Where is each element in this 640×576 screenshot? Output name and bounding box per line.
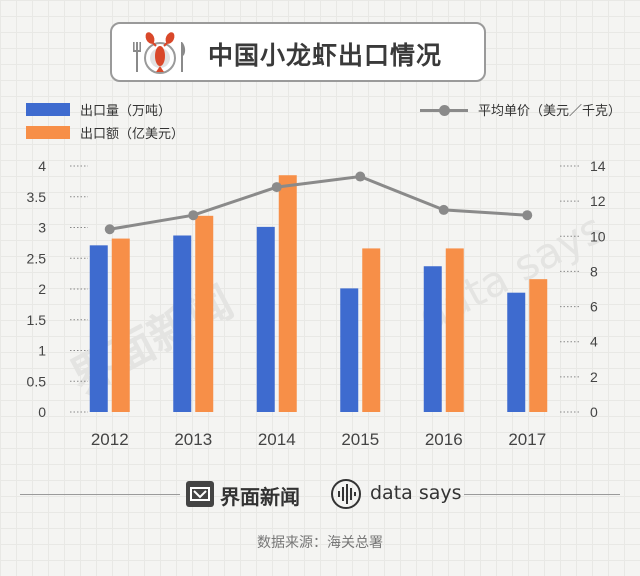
bar-value: [445, 248, 464, 412]
right-tick-label: 6: [590, 299, 598, 315]
bar-value: [362, 248, 381, 412]
x-axis-labels: 2012 2013 2014 2015 2016 2017: [91, 430, 546, 449]
legend-item-volume: 出口量（万吨）: [26, 100, 171, 119]
watermark-left: 界面新闻: [62, 277, 241, 405]
left-tick-label: 0: [38, 404, 46, 420]
left-tick-label: 1: [38, 343, 46, 359]
price-point: [355, 171, 366, 182]
right-tick-label: 14: [590, 158, 606, 174]
axis-right: 0 2 4 6 8 10 12 14: [560, 158, 606, 420]
footer-divider-left: [20, 494, 180, 495]
bar-volume: [340, 288, 359, 412]
bar-volume: [89, 245, 108, 412]
bar-volume: [256, 226, 275, 412]
footer-brand: 界面新闻: [220, 485, 300, 509]
price-line: [109, 175, 528, 231]
footer-datasays: data says: [370, 482, 462, 504]
x-tick-label: 2012: [91, 430, 129, 449]
bar-value: [278, 175, 297, 412]
axis-left: 0 0.5 1 1.5 2 2.5 3 3.5 4: [27, 158, 88, 420]
legend-item-value: 出口额（亿美元）: [26, 123, 184, 142]
x-tick-label: 2014: [258, 430, 296, 449]
left-tick-label: 0.5: [27, 373, 47, 389]
legend-swatch-value: [26, 126, 70, 139]
legend-item-price: 平均单价（美元／千克）: [420, 100, 621, 119]
bars-layer: [89, 175, 548, 412]
bar-value: [529, 279, 548, 412]
bar-volume: [507, 292, 526, 412]
right-tick-label: 0: [590, 404, 598, 420]
price-point: [104, 224, 115, 235]
left-tick-label: 4: [38, 158, 46, 174]
data-source: 数据来源：海关总署: [257, 535, 383, 551]
bar-volume: [173, 235, 192, 412]
legend-label-volume: 出口量（万吨）: [80, 104, 172, 119]
left-tick-label: 2: [38, 281, 46, 297]
bar-volume: [423, 266, 442, 412]
page-title: 中国小龙虾出口情况: [208, 41, 443, 70]
right-tick-label: 8: [590, 263, 598, 279]
crayfish-plate-icon: [133, 32, 186, 74]
right-tick-label: 10: [590, 228, 606, 244]
x-tick-label: 2016: [425, 430, 463, 449]
right-tick-label: 2: [590, 369, 598, 385]
title-box: 中国小龙虾出口情况: [110, 22, 486, 82]
jiemian-logo-icon: [186, 481, 214, 507]
right-tick-label: 12: [590, 193, 606, 209]
footer-divider-right: [464, 494, 620, 495]
watermark-layer: 界面新闻 data says: [62, 203, 611, 404]
right-tick-label: 4: [590, 334, 598, 350]
left-tick-label: 3.5: [27, 189, 47, 205]
bar-value: [195, 215, 214, 412]
left-tick-label: 1.5: [27, 312, 47, 328]
x-tick-label: 2017: [508, 430, 546, 449]
x-tick-label: 2013: [174, 430, 212, 449]
price-line-layer: [104, 171, 533, 235]
left-tick-label: 3: [38, 220, 46, 236]
price-point: [438, 204, 449, 215]
bar-value: [111, 238, 130, 412]
left-tick-label: 2.5: [27, 250, 47, 266]
legend-line-price: [420, 103, 468, 117]
legend-swatch-volume: [26, 103, 70, 116]
price-point: [188, 210, 199, 221]
datasays-logo-icon: [331, 479, 361, 509]
legend-label-price: 平均单价（美元／千克）: [478, 104, 622, 119]
price-point: [271, 182, 282, 193]
legend-label-value: 出口额（亿美元）: [80, 127, 185, 142]
x-tick-label: 2015: [341, 430, 379, 449]
price-point: [522, 210, 533, 221]
